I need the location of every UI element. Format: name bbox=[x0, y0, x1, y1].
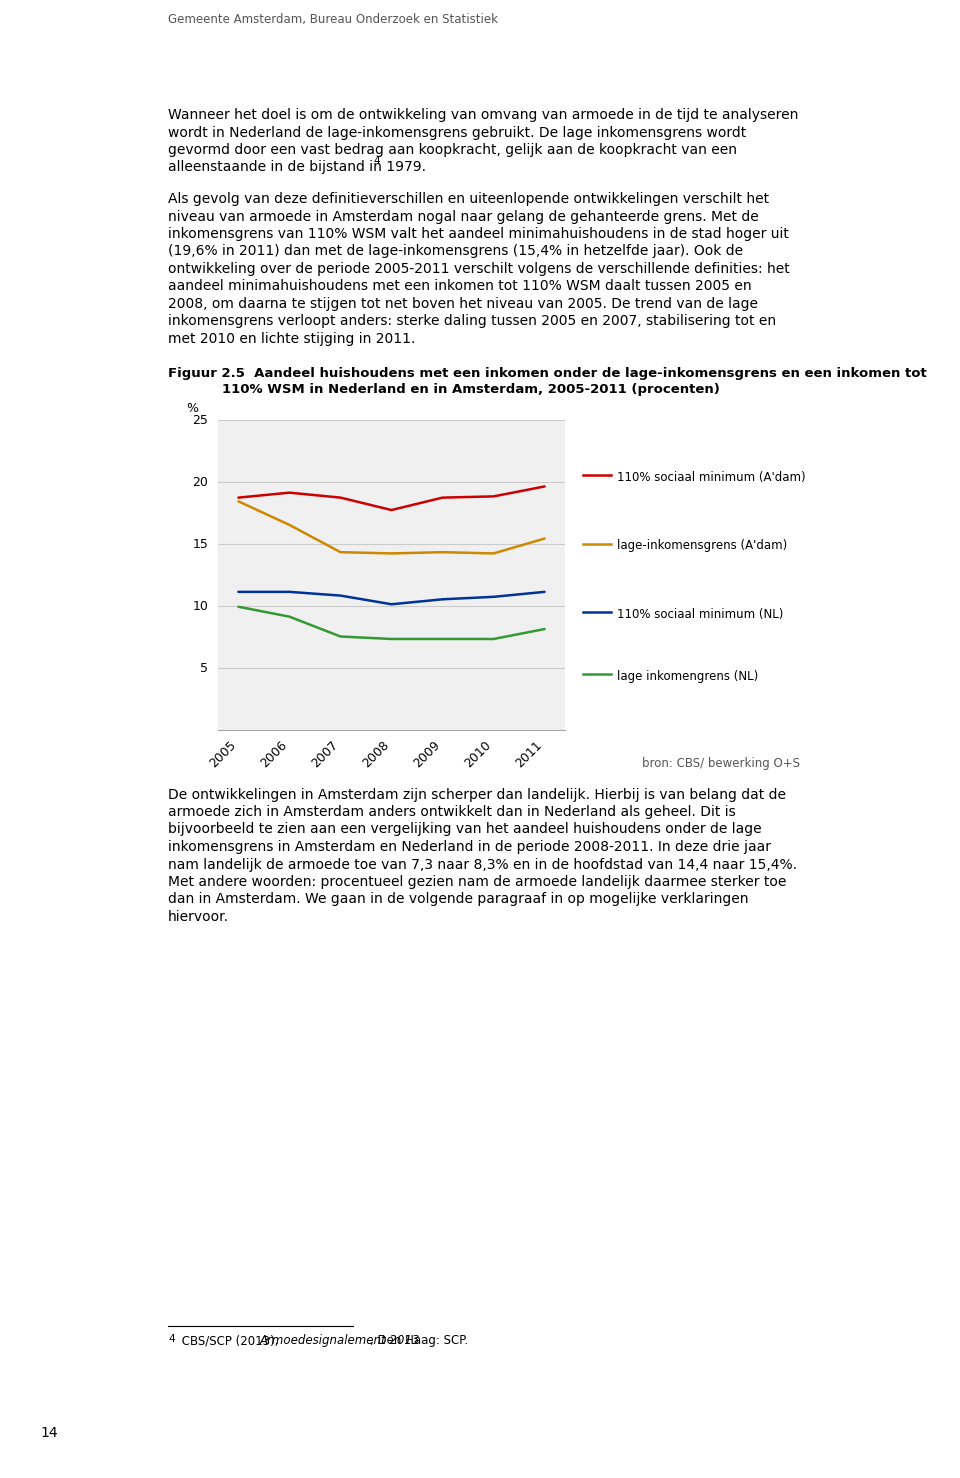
Text: lage-inkomensgrens (A'dam): lage-inkomensgrens (A'dam) bbox=[617, 539, 787, 553]
Text: 4: 4 bbox=[168, 1335, 175, 1344]
Text: met 2010 en lichte stijging in 2011.: met 2010 en lichte stijging in 2011. bbox=[168, 333, 416, 346]
Text: hiervoor.: hiervoor. bbox=[168, 910, 229, 924]
Text: Armoedesignalement 2013: Armoedesignalement 2013 bbox=[259, 1335, 420, 1346]
Text: dan in Amsterdam. We gaan in de volgende paragraaf in op mogelijke verklaringen: dan in Amsterdam. We gaan in de volgende… bbox=[168, 893, 749, 906]
Text: bron: CBS/ bewerking O+S: bron: CBS/ bewerking O+S bbox=[642, 758, 800, 770]
Text: bijvoorbeeld te zien aan een vergelijking van het aandeel huishoudens onder de l: bijvoorbeeld te zien aan een vergelijkin… bbox=[168, 822, 761, 837]
Text: aandeel minimahuishoudens met een inkomen tot 110% WSM daalt tussen 2005 en: aandeel minimahuishoudens met een inkome… bbox=[168, 279, 752, 294]
Text: CBS/SCP (2013),: CBS/SCP (2013), bbox=[178, 1335, 282, 1346]
Text: gevormd door een vast bedrag aan koopkracht, gelijk aan de koopkracht van een: gevormd door een vast bedrag aan koopkra… bbox=[168, 143, 737, 157]
Text: Met andere woorden: procentueel gezien nam de armoede landelijk daarmee sterker : Met andere woorden: procentueel gezien n… bbox=[168, 875, 786, 888]
Text: nam landelijk de armoede toe van 7,3 naar 8,3% en in de hoofdstad van 14,4 naar : nam landelijk de armoede toe van 7,3 naa… bbox=[168, 857, 797, 872]
Text: (19,6% in 2011) dan met de lage-inkomensgrens (15,4% in hetzelfde jaar). Ook de: (19,6% in 2011) dan met de lage-inkomens… bbox=[168, 244, 743, 259]
Text: armoede zich in Amsterdam anders ontwikkelt dan in Nederland als geheel. Dit is: armoede zich in Amsterdam anders ontwikk… bbox=[168, 806, 735, 819]
Text: wordt in Nederland de lage-inkomensgrens gebruikt. De lage inkomensgrens wordt: wordt in Nederland de lage-inkomensgrens… bbox=[168, 126, 746, 139]
Text: lage inkomengrens (NL): lage inkomengrens (NL) bbox=[617, 670, 758, 683]
Text: Gemeente Amsterdam, Bureau Onderzoek en Statistiek: Gemeente Amsterdam, Bureau Onderzoek en … bbox=[168, 13, 498, 27]
Text: De ontwikkelingen in Amsterdam zijn scherper dan landelijk. Hierbij is van belan: De ontwikkelingen in Amsterdam zijn sche… bbox=[168, 788, 786, 801]
Text: Figuur 2.5  Aandeel huishoudens met een inkomen onder de lage-inkomensgrens en e: Figuur 2.5 Aandeel huishoudens met een i… bbox=[168, 368, 926, 380]
Text: 4: 4 bbox=[373, 157, 380, 167]
Text: Als gevolg van deze definitieverschillen en uiteenlopende ontwikkelingen verschi: Als gevolg van deze definitieverschillen… bbox=[168, 192, 769, 205]
Text: alleenstaande in de bijstand in 1979.: alleenstaande in de bijstand in 1979. bbox=[168, 161, 426, 174]
Text: 2008, om daarna te stijgen tot net boven het niveau van 2005. De trend van de la: 2008, om daarna te stijgen tot net boven… bbox=[168, 297, 758, 310]
Text: 14: 14 bbox=[40, 1426, 58, 1440]
Text: inkomensgrens van 110% WSM valt het aandeel minimahuishoudens in de stad hoger u: inkomensgrens van 110% WSM valt het aand… bbox=[168, 228, 789, 241]
Text: niveau van armoede in Amsterdam nogal naar gelang de gehanteerde grens. Met de: niveau van armoede in Amsterdam nogal na… bbox=[168, 210, 758, 223]
Text: Wanneer het doel is om de ontwikkeling van omvang van armoede in de tijd te anal: Wanneer het doel is om de ontwikkeling v… bbox=[168, 108, 799, 123]
Text: 110% WSM in Nederland en in Amsterdam, 2005-2011 (procenten): 110% WSM in Nederland en in Amsterdam, 2… bbox=[222, 383, 720, 396]
Text: 110% sociaal minimum (A'dam): 110% sociaal minimum (A'dam) bbox=[617, 471, 805, 485]
Text: %: % bbox=[186, 402, 198, 415]
Text: ontwikkeling over de periode 2005-2011 verschilt volgens de verschillende defini: ontwikkeling over de periode 2005-2011 v… bbox=[168, 262, 790, 276]
Text: inkomensgrens verloopt anders: sterke daling tussen 2005 en 2007, stabilisering : inkomensgrens verloopt anders: sterke da… bbox=[168, 315, 776, 328]
Text: 110% sociaal minimum (NL): 110% sociaal minimum (NL) bbox=[617, 607, 783, 621]
Text: , Den Haag: SCP.: , Den Haag: SCP. bbox=[370, 1335, 468, 1346]
Text: inkomensgrens in Amsterdam en Nederland in de periode 2008-2011. In deze drie ja: inkomensgrens in Amsterdam en Nederland … bbox=[168, 840, 771, 854]
